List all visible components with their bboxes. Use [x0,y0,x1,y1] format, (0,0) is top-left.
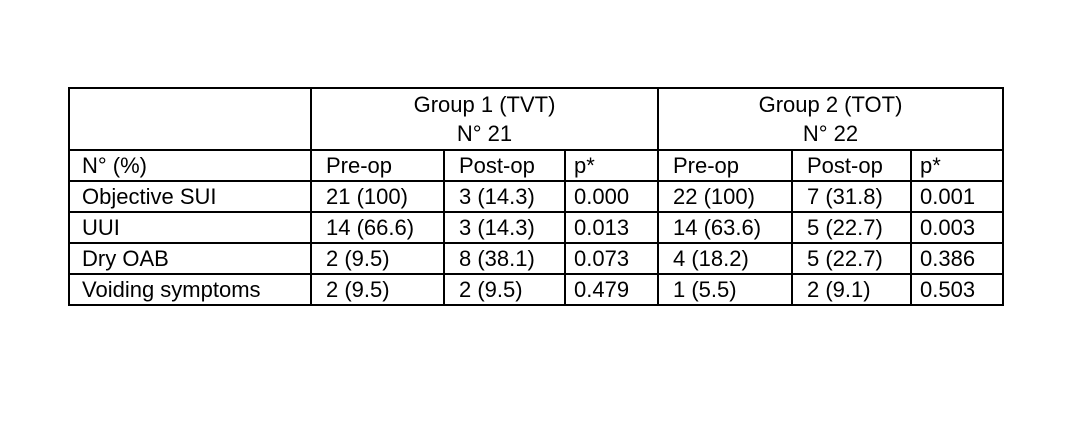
row-label: Voiding symptoms [68,273,312,306]
column-header: p* [564,149,659,182]
table-cell: 0.013 [564,211,659,244]
table-cell: 3 (14.3) [443,180,566,213]
table-cell: 3 (14.3) [443,211,566,244]
table-cell: 14 (63.6) [657,211,793,244]
table-cell: 2 (9.1) [791,273,912,306]
group-title: Group 2 (TOT) [758,92,903,117]
row-label: UUI [68,211,312,244]
column-header: Pre-op [657,149,793,182]
table-cell: 22 (100) [657,180,793,213]
table-cell: 2 (9.5) [310,242,445,275]
column-header: N° (%) [68,149,312,182]
table-cell: 2 (9.5) [310,273,445,306]
table-row: Objective SUI 21 (100) 3 (14.3) 0.000 22 (10… [68,180,1005,213]
column-header: Post-op [791,149,912,182]
table-cell: 4 (18.2) [657,242,793,275]
table-cell: 8 (38.1) [443,242,566,275]
table-cell: 7 (31.8) [791,180,912,213]
row-label: Objective SUI [68,180,312,213]
table-cell: 0.000 [564,180,659,213]
column-header: p* [909,149,1005,182]
group-title: Group 1 (TVT) [413,92,556,117]
table-cell: 2 (9.5) [443,273,566,306]
group-header: Group 1 (TVT) N° 21 [310,87,659,151]
group-n: N° 22 [802,121,859,146]
table-row: UUI 14 (66.6) 3 (14.3) 0.013 14 (63.6) 5 (22.… [68,211,1005,244]
table-cell: 14 (66.6) [310,211,445,244]
table-cell: 0.386 [909,242,1005,275]
column-header-row: N° (%) Pre-op Post-op p* Pre-op Post-op p* [68,149,1005,182]
column-header: Pre-op [310,149,445,182]
table-cell: 0.073 [564,242,659,275]
table-cell: 0.479 [564,273,659,306]
table-body: Group 1 (TVT) N° 21 Group 2 (TOT) N° 22 … [68,87,1005,306]
empty-cell [68,87,312,151]
table-cell: 1 (5.5) [657,273,793,306]
table-row: Voiding symptoms 2 (9.5) 2 (9.5) 0.479 1 (5.… [68,273,1005,306]
table-cell: 5 (22.7) [791,211,912,244]
table-row: Dry OAB 2 (9.5) 8 (38.1) 0.073 4 (18.2) 5 (22… [68,242,1005,275]
table-cell: 0.503 [909,273,1005,306]
group-header-row: Group 1 (TVT) N° 21 Group 2 (TOT) N° 22 [68,87,1005,151]
table-cell: 5 (22.7) [791,242,912,275]
group-header: Group 2 (TOT) N° 22 [656,87,1005,151]
table-cell: 0.003 [909,211,1005,244]
data-table: Group 1 (TVT) N° 21 Group 2 (TOT) N° 22 … [68,87,1005,306]
table-cell: 0.001 [909,180,1005,213]
column-header: Post-op [443,149,566,182]
row-label: Dry OAB [68,242,312,275]
table-cell: 21 (100) [310,180,445,213]
group-n: N° 21 [456,121,513,146]
